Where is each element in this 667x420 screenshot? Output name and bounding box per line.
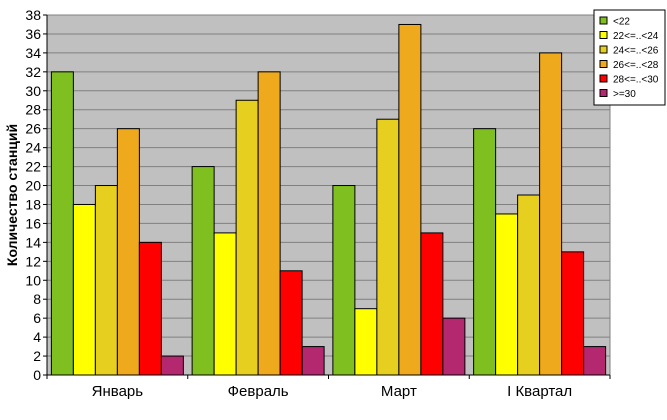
bar — [442, 317, 466, 376]
bar — [235, 99, 259, 376]
y-tick-label: 0 — [33, 367, 41, 383]
legend-swatch — [599, 16, 608, 25]
x-tick-labels: Январь Февраль Март I Квартал — [46, 375, 611, 400]
bars — [50, 23, 607, 376]
y-tick-label: 26 — [25, 121, 41, 137]
bar — [160, 355, 184, 376]
y-tick-label: 6 — [33, 310, 41, 326]
legend-label: >=30 — [613, 89, 636, 100]
bar — [398, 23, 422, 376]
bar — [539, 52, 563, 376]
y-tick-label: 34 — [25, 45, 41, 61]
y-tick-label: 16 — [25, 215, 41, 231]
bar — [72, 203, 96, 376]
y-tick-label: 10 — [25, 272, 41, 288]
bar — [354, 308, 378, 376]
y-tick-label: 2 — [33, 348, 41, 364]
bar — [138, 241, 162, 376]
bar — [94, 185, 118, 376]
y-tick-label: 30 — [25, 83, 41, 99]
y-axis-label: Количество станций — [4, 124, 20, 266]
legend-label: 24<=..<26 — [613, 46, 659, 57]
legend-label: 26<=..<28 — [613, 60, 659, 71]
bar — [116, 128, 140, 376]
x-tick-label: Январь — [92, 383, 144, 400]
bar — [50, 71, 74, 376]
legend-swatch — [599, 89, 608, 97]
y-tick-label: 28 — [25, 102, 41, 118]
bar — [376, 118, 400, 376]
bar — [213, 232, 237, 376]
x-tick-label: Март — [381, 383, 417, 400]
bar — [301, 346, 325, 376]
bar — [517, 194, 541, 376]
bar — [279, 270, 303, 376]
y-tick-label: 18 — [25, 196, 41, 212]
legend-label: 28<=..<30 — [613, 75, 659, 86]
legend-swatch — [599, 60, 608, 68]
y-tick-label: 20 — [25, 178, 41, 194]
legend-swatch — [599, 31, 608, 39]
bar — [257, 71, 281, 376]
y-tick-label: 8 — [33, 291, 41, 307]
y-tick-label: 38 — [25, 7, 41, 23]
y-tick-label: 22 — [25, 159, 41, 175]
bar — [561, 251, 585, 376]
legend-swatch — [599, 74, 608, 83]
y-tick-label: 24 — [25, 140, 41, 156]
bar — [332, 185, 356, 376]
bar — [191, 166, 215, 376]
y-tick-label: 12 — [25, 253, 41, 269]
legend-swatch — [599, 45, 608, 54]
y-tick-label: 4 — [33, 329, 41, 345]
y-tick-label: 36 — [25, 26, 41, 42]
bar — [495, 213, 519, 376]
y-tick-label: 14 — [25, 234, 41, 250]
x-tick-label: Февраль — [228, 383, 289, 400]
legend-label: <22 — [613, 17, 630, 28]
legend-label: 22<=..<24 — [613, 31, 659, 42]
y-tick-label: 32 — [25, 64, 41, 80]
legend: <22 22<=..<24 24<=..<26 26<=..<28 28<=..<30 >… — [593, 9, 666, 106]
bar — [473, 128, 497, 376]
x-tick-label: I Квартал — [507, 383, 572, 400]
bar — [583, 346, 607, 376]
bar — [420, 232, 444, 376]
